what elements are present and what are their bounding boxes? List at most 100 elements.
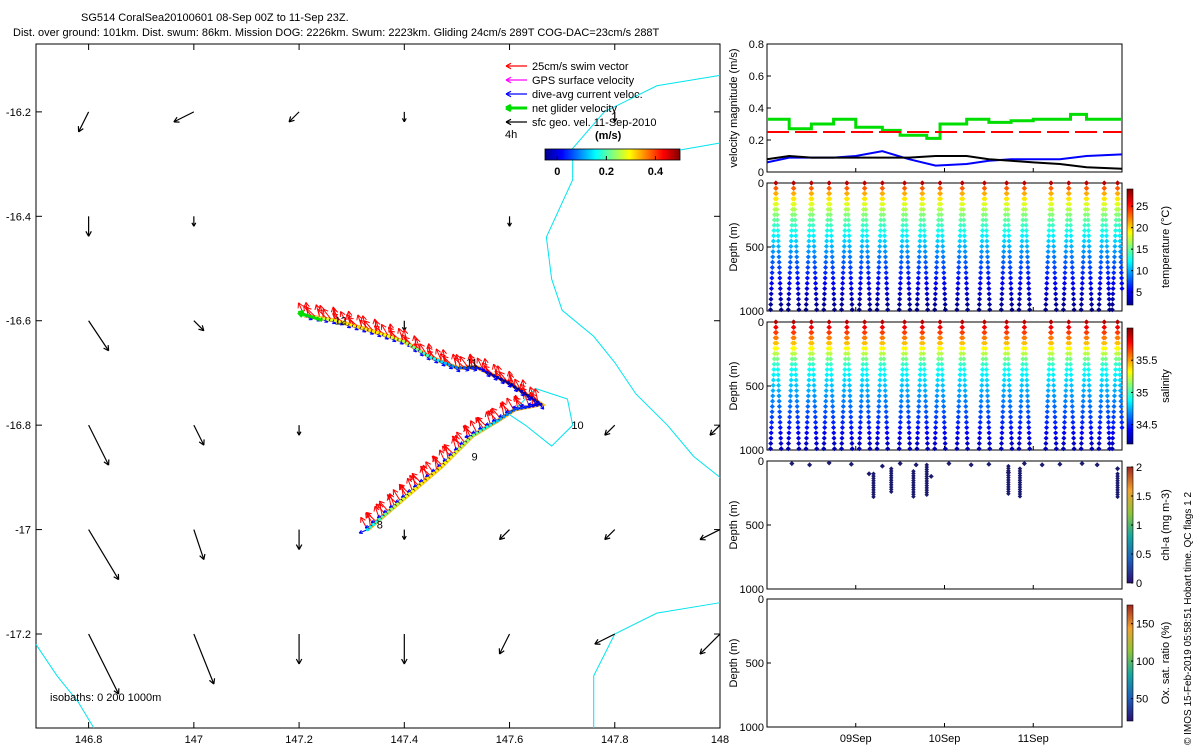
profile-point <box>1064 351 1070 357</box>
chl-profile-point <box>1006 486 1011 492</box>
profile-point <box>1050 222 1056 228</box>
chl-profile-point <box>911 468 916 474</box>
swim-vector <box>445 446 449 460</box>
profile-point <box>821 307 827 313</box>
profile-point <box>1048 185 1054 191</box>
chl-profile-point <box>888 482 894 488</box>
profile-point <box>932 301 938 307</box>
profile-point <box>958 217 964 223</box>
profile-point <box>807 217 813 223</box>
track-speed-dot <box>341 321 345 325</box>
profile-point <box>979 377 985 383</box>
profile-point <box>842 366 848 373</box>
profile-point <box>1113 212 1119 218</box>
colorbar-tick-label: 5 <box>1136 287 1142 299</box>
profile-point <box>824 361 830 367</box>
profile-point <box>1081 377 1087 383</box>
y-tick-label: 1000 <box>740 445 764 457</box>
swim-vector-head <box>469 420 476 427</box>
profile-point <box>846 377 852 383</box>
geo-vector-head <box>103 344 110 352</box>
profile-point <box>965 446 971 452</box>
profile-point <box>1023 351 1029 357</box>
profile-point <box>791 319 797 325</box>
profile-point <box>866 275 872 281</box>
profile-point <box>793 382 799 388</box>
chl-profile-point <box>924 467 930 472</box>
profile-point <box>1109 307 1115 313</box>
profile-point <box>1051 382 1057 388</box>
profile-point <box>807 351 813 357</box>
profile-point <box>1088 280 1094 286</box>
profile-point <box>1102 206 1108 212</box>
colorbar-tick-label: 1 <box>1136 520 1142 532</box>
profile-point <box>874 296 881 302</box>
chl-profile-point <box>1017 475 1023 481</box>
swim-vector <box>365 512 377 523</box>
chl-point <box>789 461 795 467</box>
chl-profile-point <box>1006 477 1011 483</box>
profile-point <box>1024 393 1031 399</box>
track-speed-dot <box>322 317 326 321</box>
profile-point <box>883 414 889 420</box>
y-tick-label: 0.2 <box>749 135 764 147</box>
profile-point <box>827 340 833 346</box>
profile-point <box>1060 307 1066 313</box>
track-speed-dot <box>492 421 496 425</box>
profile-point <box>829 249 835 255</box>
profile-point <box>1045 382 1051 388</box>
profile-point <box>1105 280 1112 286</box>
profile-point <box>1064 227 1070 234</box>
profile-point <box>954 446 960 452</box>
track-speed-dot <box>492 374 496 378</box>
profile-point <box>1102 340 1108 346</box>
profile-point <box>907 446 913 452</box>
chl-profile-point <box>871 489 876 495</box>
profile-point <box>900 212 906 218</box>
profile-point <box>1046 227 1052 234</box>
swim-vector-head <box>398 483 405 490</box>
profile-point <box>786 435 792 441</box>
y-axis-label: Depth (m) <box>728 362 740 411</box>
track-speed-dot <box>429 474 433 478</box>
chl-profile-point <box>888 475 894 481</box>
map-x-tick-label: 147.8 <box>601 734 629 746</box>
profile-point <box>1045 388 1051 394</box>
profile-point <box>1099 366 1105 373</box>
chl-profile-point <box>911 473 916 479</box>
swim-vector-head <box>378 500 385 507</box>
chl-profile-point <box>1115 478 1120 483</box>
profile-point <box>979 372 985 378</box>
profile-point <box>1081 243 1087 249</box>
chl-profile-point <box>911 478 916 483</box>
profile-point <box>987 446 993 452</box>
profile-point <box>1099 238 1105 244</box>
profile-point <box>903 212 909 218</box>
legend-arrow-head <box>505 76 512 84</box>
profile-point <box>1115 201 1121 207</box>
swim-vector <box>506 397 515 411</box>
swim-vector-head <box>435 348 441 355</box>
profile-point <box>1089 440 1095 446</box>
current-vector-head <box>540 405 545 410</box>
profile-point <box>1020 361 1026 367</box>
swim-vector-head <box>419 465 427 472</box>
geo-vector <box>193 633 215 685</box>
profile-point <box>809 201 815 207</box>
swim-vector-head <box>365 511 372 518</box>
profile-point <box>806 243 812 249</box>
profile-point <box>1024 249 1030 255</box>
profile-point <box>1009 307 1015 313</box>
profile-point <box>1088 296 1094 302</box>
series-line <box>766 154 1123 170</box>
geo-vector <box>88 529 120 580</box>
profile-point <box>1052 409 1058 415</box>
profile-point <box>809 196 815 202</box>
profile-point <box>902 201 908 207</box>
profile-point <box>1048 180 1054 186</box>
profile-point <box>938 201 944 207</box>
profile-point <box>985 275 991 281</box>
profile-point <box>1099 361 1106 367</box>
profile-point <box>1024 377 1030 383</box>
geo-vector-head <box>594 638 601 645</box>
